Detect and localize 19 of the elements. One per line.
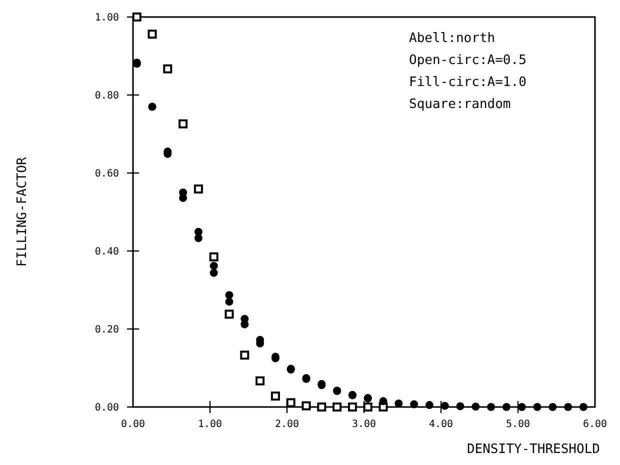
y-tick-label: 0.00 xyxy=(94,402,119,414)
annotation: Abell:north xyxy=(409,31,496,46)
x-tick-label: 2.00 xyxy=(274,419,300,430)
x-tick-label: 5.00 xyxy=(506,419,530,430)
y-tick-label: 0.20 xyxy=(94,324,119,336)
x-tick-label: 6.00 xyxy=(582,419,608,430)
x-axis-title: DENSITY-THRESHOLD xyxy=(466,442,600,457)
x-tick-label: 4.00 xyxy=(428,419,454,430)
y-axis-title: FILLING-FACTOR xyxy=(15,157,30,267)
x-tick-label: 1.00 xyxy=(198,419,222,430)
x-tick-label: 3.00 xyxy=(352,419,376,430)
y-tick-label: 0.60 xyxy=(94,168,119,180)
y-tick-label: 0.80 xyxy=(94,90,119,102)
x-tick-label: 0.00 xyxy=(120,419,146,430)
annotation: Square:random xyxy=(409,97,511,112)
annotation: Open-circ:A=0.5 xyxy=(409,53,526,68)
y-tick-label: 1.00 xyxy=(94,12,119,24)
annotation: Fill-circ:A=1.0 xyxy=(409,75,526,90)
y-tick-label: 0.40 xyxy=(94,246,119,258)
